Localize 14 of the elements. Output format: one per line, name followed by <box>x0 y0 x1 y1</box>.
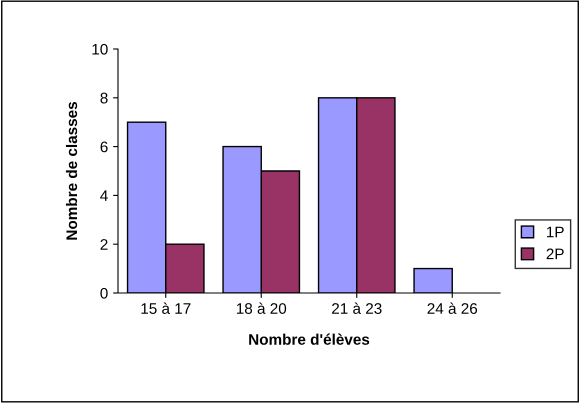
legend-label: 1P <box>547 226 564 238</box>
legend-label: 2P <box>546 248 564 260</box>
x-tick-label: 18 à 20 <box>236 302 286 314</box>
x-axis-title: Nombre d'élèves <box>249 333 370 345</box>
y-tick-label: 10 <box>92 44 108 55</box>
y-tick-label: 4 <box>100 190 108 201</box>
y-tick-label: 8 <box>100 92 108 104</box>
y-axis-title: Nombre de classes <box>66 102 78 240</box>
y-tick-label: 6 <box>100 141 108 152</box>
x-tick-label: 21 à 23 <box>332 302 382 314</box>
y-tick-label: 0 <box>100 288 108 299</box>
x-tick-label: 15 à 17 <box>141 302 190 314</box>
x-tick-label: 24 à 26 <box>428 302 478 314</box>
y-tick-label: 2 <box>100 239 108 250</box>
